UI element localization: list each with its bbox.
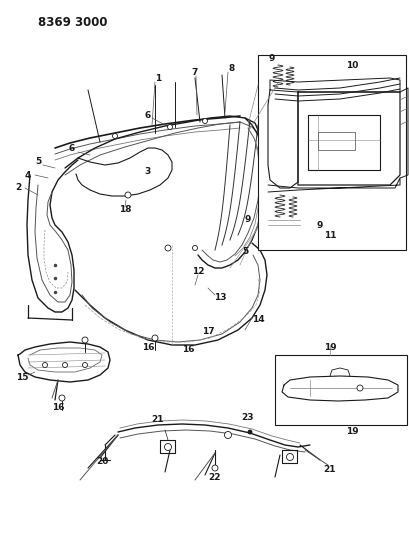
Text: 16: 16 [181, 345, 194, 354]
Text: 6: 6 [144, 110, 151, 119]
Circle shape [192, 246, 197, 251]
Text: 16: 16 [142, 343, 154, 352]
Text: 9: 9 [316, 221, 322, 230]
Circle shape [82, 362, 87, 367]
FancyBboxPatch shape [257, 55, 405, 250]
FancyBboxPatch shape [274, 355, 406, 425]
Text: 21: 21 [151, 416, 164, 424]
Circle shape [164, 443, 171, 450]
Circle shape [112, 133, 117, 139]
Text: 8369 3000: 8369 3000 [38, 15, 107, 28]
Circle shape [356, 385, 362, 391]
Text: 21: 21 [323, 465, 335, 474]
Text: 5: 5 [35, 157, 41, 166]
Text: 23: 23 [241, 414, 254, 423]
Text: 7: 7 [191, 68, 198, 77]
Circle shape [82, 337, 88, 343]
Circle shape [59, 395, 65, 401]
Circle shape [167, 125, 172, 130]
Text: 15: 15 [16, 374, 28, 383]
Text: 19: 19 [323, 343, 335, 352]
Text: 2: 2 [15, 183, 21, 192]
Text: 6: 6 [69, 143, 75, 152]
Text: 5: 5 [241, 247, 247, 256]
Circle shape [62, 362, 67, 367]
Text: 22: 22 [208, 473, 221, 482]
Text: 10: 10 [345, 61, 357, 69]
Text: 12: 12 [191, 268, 204, 277]
Text: 16: 16 [52, 403, 64, 413]
Circle shape [211, 465, 218, 471]
Text: 17: 17 [201, 327, 214, 336]
Text: 20: 20 [96, 457, 108, 466]
Circle shape [286, 454, 293, 461]
Text: 14: 14 [251, 316, 264, 325]
Text: 11: 11 [323, 230, 335, 239]
Text: 19: 19 [345, 427, 357, 437]
Circle shape [224, 432, 231, 439]
Text: 3: 3 [144, 167, 151, 176]
Circle shape [164, 245, 171, 251]
Text: 1: 1 [155, 74, 161, 83]
Circle shape [125, 192, 131, 198]
Text: 18: 18 [119, 206, 131, 214]
Text: 8: 8 [228, 63, 234, 72]
Circle shape [247, 430, 252, 434]
Text: 9: 9 [244, 215, 251, 224]
Circle shape [152, 335, 157, 341]
Circle shape [202, 118, 207, 124]
Circle shape [43, 362, 47, 367]
Text: 9: 9 [268, 53, 274, 62]
Text: 4: 4 [25, 171, 31, 180]
Text: 13: 13 [213, 294, 226, 303]
